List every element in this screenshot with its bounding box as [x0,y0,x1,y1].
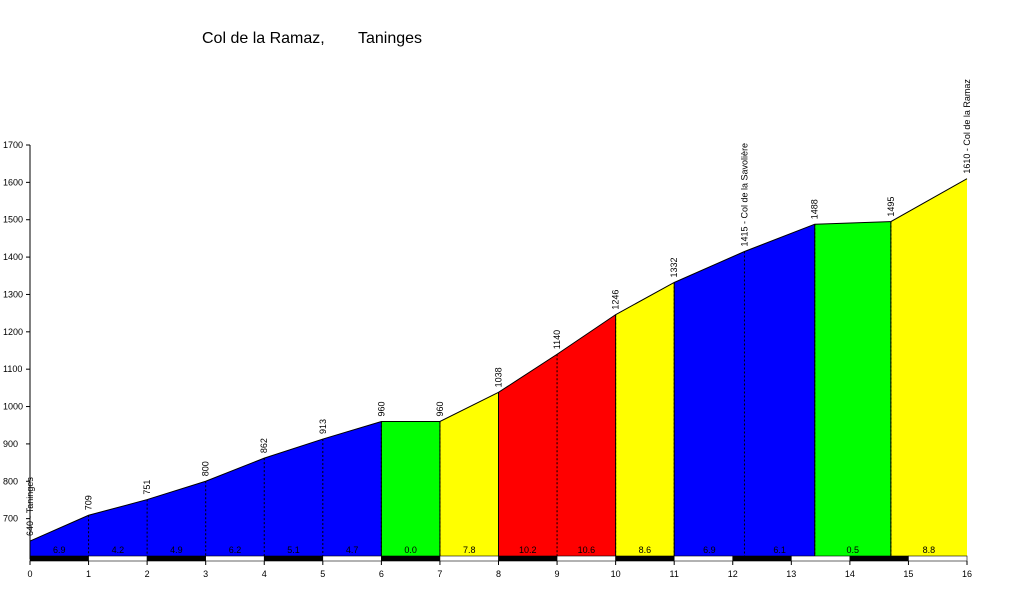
x-tick-label: 14 [845,569,855,579]
x-tick-label: 2 [145,569,150,579]
elevation-label: 709 [84,495,94,510]
y-tick-label: 1500 [3,215,23,225]
elevation-areas [30,178,967,557]
km-block-1 [88,555,148,562]
elevation-label: 800 [201,461,211,476]
area-segment-1 [381,421,440,556]
x-tick-label: 5 [320,569,325,579]
elevation-label: 960 [376,401,386,416]
y-tick-label: 1400 [3,252,23,262]
area-segment-5 [674,224,815,556]
x-tick-label: 16 [962,569,972,579]
gradient-label: 4.9 [170,545,183,555]
km-block-2 [146,555,206,562]
x-tick-label: 4 [262,569,267,579]
km-block-13 [791,555,851,562]
y-tick-label: 1200 [3,327,23,337]
elevation-label: 1415 - Col de la Savolière [739,143,749,247]
y-tick-label: 800 [3,476,18,486]
km-block-9 [556,555,616,562]
x-tick-label: 12 [728,569,738,579]
x-tick-label: 11 [670,569,679,579]
elevation-label: 640 - Taninges [25,477,35,536]
elevation-label: 913 [318,419,328,434]
y-tick-label: 700 [3,514,18,524]
elevation-label: 1495 [886,197,896,217]
axes: 7008009001000110012001300140015001600170… [3,140,972,579]
x-tick-label: 10 [611,569,621,579]
x-tick-label: 3 [203,569,208,579]
x-tick-label: 13 [786,569,796,579]
x-tick-label: 1 [86,569,91,579]
gradient-label: 10.6 [578,545,596,555]
km-block-7 [439,555,499,562]
x-tick-label: 8 [496,569,501,579]
elevation-label: 751 [142,480,152,495]
km-block-4 [263,555,324,562]
km-block-3 [205,555,265,562]
y-tick-label: 1300 [3,289,23,299]
gradient-label: 0.5 [847,545,860,555]
y-tick-label: 1700 [3,140,23,150]
area-segment-4 [615,282,675,556]
profile-outline [29,178,968,542]
y-tick-label: 900 [3,439,18,449]
x-tick-label: 15 [903,569,913,579]
y-tick-label: 1000 [3,402,23,412]
km-dividers [88,221,892,556]
km-block-8 [498,555,558,562]
profile-line [29,178,968,542]
gradient-label: 4.7 [346,545,359,555]
elevation-label: 1038 [494,367,504,387]
gradient-label: 0.0 [404,545,417,555]
km-block-15 [908,555,968,562]
gradient-label: 10.2 [519,545,537,555]
area-segment-7 [890,178,967,557]
elevation-label: 1246 [611,290,621,310]
km-block-14 [849,555,909,562]
gradient-labels: 6.9 4.2 4.9 6.2 5.1 4.7 0.0 7.8 10.2 10.6 8.6 6.9 6.… [53,545,935,555]
y-tick-label: 1100 [3,364,22,374]
km-block-5 [322,555,382,562]
x-tick-label: 0 [27,569,32,579]
gradient-label: 6.2 [229,545,242,555]
x-tick-label: 6 [379,569,384,579]
gradient-label: 6.1 [773,545,786,555]
gradient-label: 7.8 [463,545,476,555]
x-tick-label: 7 [437,569,442,579]
chart-subtitle: Taninges [358,30,423,47]
km-bar [29,555,968,562]
area-segment-0 [30,421,382,556]
gradient-label: 4.2 [112,545,125,555]
elevation-label: 1610 - Col de la Ramaz [962,79,972,174]
km-block-11 [673,555,734,562]
elevation-label: 1332 [669,257,679,277]
point-labels: 640 - Taninges 709 751 800 862 913 960 960 1038 1… [25,79,972,536]
elevation-label: 1488 [810,199,820,219]
elevation-label: 1140 [552,330,562,349]
area-segment-2 [439,392,499,556]
gradient-label: 8.8 [923,545,936,555]
y-tick-label: 1600 [3,177,23,187]
x-tick-label: 9 [555,569,560,579]
km-block-10 [615,555,675,562]
elevation-label: 960 [435,401,445,416]
area-segment-6 [814,221,891,556]
gradient-label: 5.1 [287,545,300,555]
gradient-label: 8.6 [639,545,652,555]
gradient-label: 6.9 [703,545,716,555]
chart-title: Col de la Ramaz, [202,30,325,47]
km-block-0 [29,555,89,562]
km-block-6 [381,555,441,562]
gradient-label: 6.9 [53,545,66,555]
km-block-12 [732,555,792,562]
elevation-label: 862 [259,438,269,453]
